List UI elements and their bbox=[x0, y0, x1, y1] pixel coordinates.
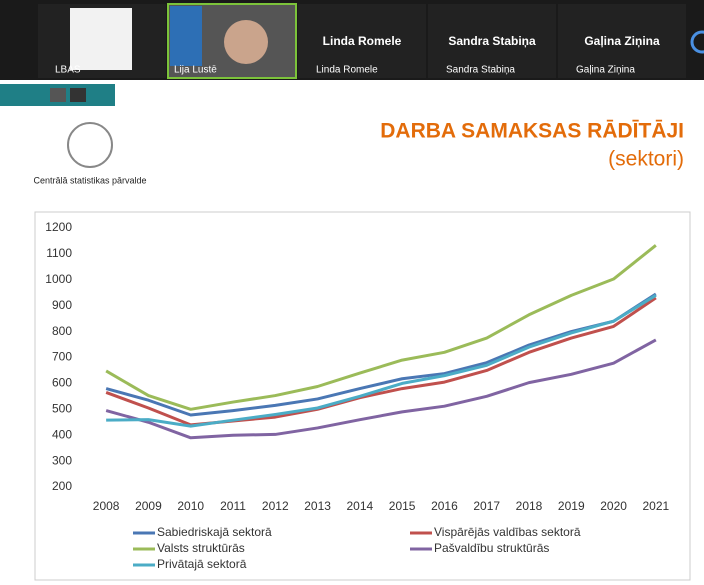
slide-subtitle: (sektori) bbox=[608, 148, 684, 171]
legend-label: Sabiedriskajā sektorā bbox=[157, 525, 272, 539]
legend-label: Privātajā sektorā bbox=[157, 557, 247, 571]
pause-button[interactable] bbox=[50, 88, 66, 102]
participant-label: Lija Lustē bbox=[174, 65, 217, 76]
y-tick-label: 500 bbox=[52, 401, 72, 415]
y-tick-label: 200 bbox=[52, 479, 72, 493]
x-tick-label: 2011 bbox=[220, 499, 246, 513]
x-tick-label: 2014 bbox=[347, 499, 374, 513]
x-tick-label: 2017 bbox=[473, 499, 500, 513]
tile-slide bbox=[170, 6, 202, 66]
y-tick-label: 600 bbox=[52, 376, 72, 390]
tile-name: Linda Romele bbox=[323, 34, 402, 48]
x-tick-label: 2015 bbox=[389, 499, 416, 513]
x-tick-label: 2018 bbox=[516, 499, 543, 513]
x-tick-label: 2013 bbox=[304, 499, 331, 513]
legend-label: Valsts struktūrās bbox=[157, 541, 245, 555]
y-tick-label: 700 bbox=[52, 350, 72, 364]
x-tick-label: 2016 bbox=[431, 499, 458, 513]
logo-emblem bbox=[68, 123, 112, 167]
x-tick-label: 2012 bbox=[262, 499, 289, 513]
screenshot: Linda Romele Sandra Stabiņa Gaļina Ziņin… bbox=[0, 0, 704, 585]
y-tick-label: 1000 bbox=[45, 272, 72, 286]
participant-label: LBAS bbox=[55, 65, 81, 76]
y-tick-label: 300 bbox=[52, 453, 72, 467]
x-tick-label: 2021 bbox=[643, 499, 670, 513]
legend-label: Vispārējās valdības sektorā bbox=[434, 525, 581, 539]
y-tick-label: 800 bbox=[52, 324, 72, 338]
logo-text: Centrālā statistikas pārvalde bbox=[33, 175, 146, 185]
y-tick-label: 900 bbox=[52, 298, 72, 312]
tile-name: Gaļina Ziņina bbox=[584, 34, 660, 48]
x-tick-label: 2009 bbox=[135, 499, 162, 513]
slide-title: DARBA SAMAKSAS RĀDĪTĀJI bbox=[380, 120, 684, 143]
x-tick-label: 2010 bbox=[177, 499, 204, 513]
participant-label: Linda Romele bbox=[316, 65, 378, 76]
x-tick-label: 2008 bbox=[93, 499, 120, 513]
y-tick-label: 1100 bbox=[46, 246, 72, 260]
participant-label: Sandra Stabiņa bbox=[446, 65, 515, 76]
x-tick-label: 2020 bbox=[600, 499, 627, 513]
screen: Linda Romele Sandra Stabiņa Gaļina Ziņin… bbox=[0, 0, 704, 585]
video-face bbox=[224, 20, 268, 64]
y-tick-label: 400 bbox=[52, 427, 72, 441]
tile-name: Sandra Stabiņa bbox=[448, 34, 536, 48]
stop-button[interactable] bbox=[70, 88, 86, 102]
x-tick-label: 2019 bbox=[558, 499, 585, 513]
participant-label: Gaļina Ziņina bbox=[576, 65, 635, 76]
y-tick-label: 1200 bbox=[45, 220, 72, 234]
tile-logo bbox=[70, 8, 132, 70]
legend-label: Pašvaldību struktūrās bbox=[434, 541, 549, 555]
